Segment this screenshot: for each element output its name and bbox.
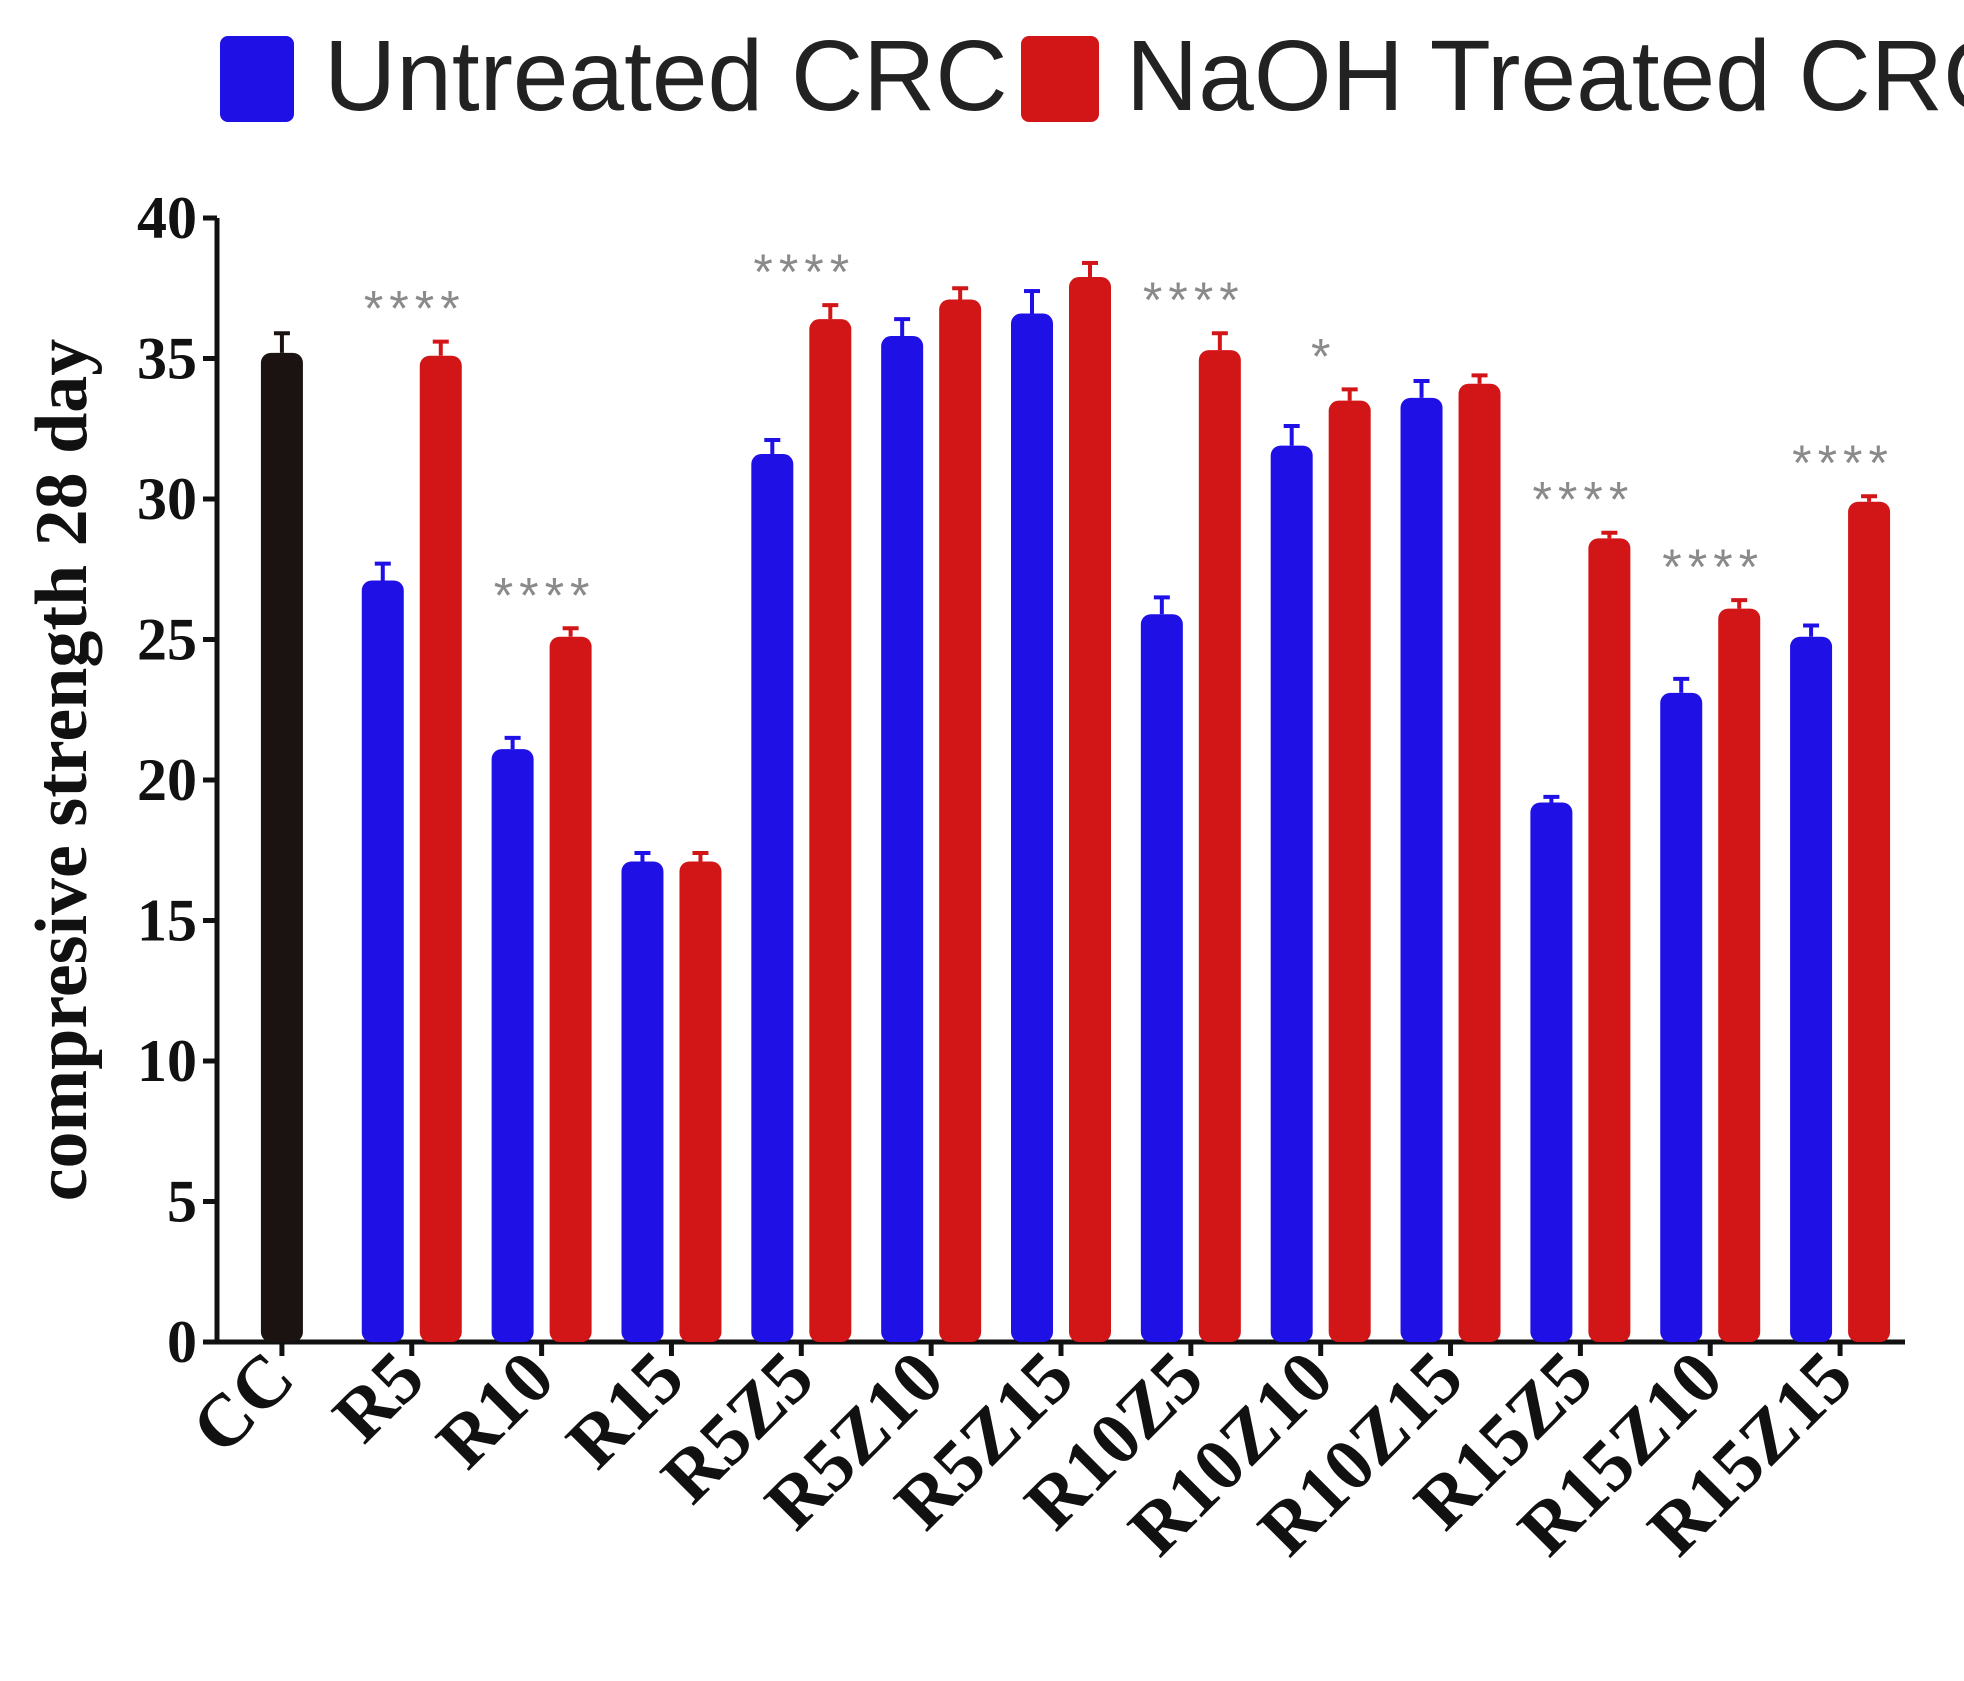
bars xyxy=(260,277,1891,1343)
y-tick-label: 25 xyxy=(137,607,197,673)
bar-naoh-treated-crc-r5z10 xyxy=(939,299,982,1342)
significance-r15z15: **** xyxy=(1792,435,1894,491)
bar-untreated-crc-r5z15 xyxy=(1011,313,1053,1342)
bar-naoh-treated-crc-r15 xyxy=(679,861,722,1342)
bar-naoh-treated-crc-r15z15 xyxy=(1848,501,1891,1342)
bar-untreated-crc-r10 xyxy=(491,749,534,1342)
error-bars xyxy=(273,260,1878,862)
y-tick-label: 35 xyxy=(137,326,197,392)
bar-naoh-treated-crc-r10z15 xyxy=(1458,383,1501,1342)
y-tick-label: 0 xyxy=(167,1309,197,1375)
legend-item-untreated[interactable]: Untreated CRC xyxy=(220,20,1008,132)
bar-untreated-crc-r10z15 xyxy=(1400,397,1443,1343)
legend-item-naoh-treated[interactable]: NaOH Treated CRC xyxy=(1021,20,1964,132)
y-tick-label: 10 xyxy=(137,1028,197,1094)
bar-naoh-treated-crc-r5z15 xyxy=(1069,277,1111,1342)
bar-untreated-crc-r15z15 xyxy=(1790,636,1833,1342)
y-tick-label: 30 xyxy=(137,466,197,532)
bar-untreated-crc-r15z5 xyxy=(1530,802,1573,1342)
bar-naoh-treated-crc-r5 xyxy=(419,355,462,1342)
bar-naoh-treated-crc-r15z10 xyxy=(1718,608,1761,1342)
bar-naoh-treated-crc-r5z5 xyxy=(809,319,852,1342)
bar-naoh-treated-crc-r15z5 xyxy=(1588,538,1631,1342)
bar-naoh-treated-crc-r10z10 xyxy=(1328,400,1371,1342)
significance-r5: **** xyxy=(364,281,466,337)
legend-swatch-untreated xyxy=(220,36,294,122)
x-axis xyxy=(217,1339,1905,1356)
legend: Untreated CRC NaOH Treated CRC xyxy=(220,20,1964,132)
y-tick-label: 40 xyxy=(137,185,197,251)
y-axis-label: compresive strength 28 day xyxy=(21,339,103,1202)
bar-untreated-crc-r15z10 xyxy=(1660,692,1703,1342)
significance-r10z10: * xyxy=(1311,328,1336,384)
bar-cc xyxy=(260,352,303,1342)
significance-r15z10: **** xyxy=(1662,539,1764,595)
bar-untreated-crc-r15 xyxy=(621,861,664,1342)
bar-untreated-crc-r5 xyxy=(361,580,404,1342)
y-tick-label: 20 xyxy=(137,747,197,813)
significance-r5z5: **** xyxy=(753,244,855,300)
bar-untreated-crc-r10z10 xyxy=(1270,445,1313,1342)
significance-labels: ***************************** xyxy=(364,244,1894,623)
x-tick-label-r10: R10 xyxy=(422,1336,570,1484)
y-tick-label: 5 xyxy=(167,1169,197,1235)
category-labels: CC R5R10R15R5Z5R5Z10R5Z15R10Z5R10Z10R10Z1… xyxy=(176,1336,1868,1571)
significance-r10: **** xyxy=(494,567,596,623)
bar-untreated-crc-r5z10 xyxy=(881,336,924,1342)
y-axis: 0 5 10 15 20 25 30 35 40 xyxy=(137,185,220,1375)
legend-label-untreated: Untreated CRC xyxy=(324,20,1008,132)
bar-naoh-treated-crc-r10 xyxy=(549,636,592,1342)
bar-untreated-crc-r10z5 xyxy=(1140,614,1183,1342)
significance-r15z5: **** xyxy=(1532,472,1634,528)
x-tick-label-r5: R5 xyxy=(318,1336,440,1458)
significance-r10z5: **** xyxy=(1143,272,1245,328)
y-tick-label: 15 xyxy=(137,888,197,954)
legend-label-naoh-treated: NaOH Treated CRC xyxy=(1126,20,1964,132)
legend-swatch-naoh-treated xyxy=(1021,36,1099,122)
bar-untreated-crc-r5z5 xyxy=(751,454,794,1342)
bar-naoh-treated-crc-r10z5 xyxy=(1198,350,1241,1342)
